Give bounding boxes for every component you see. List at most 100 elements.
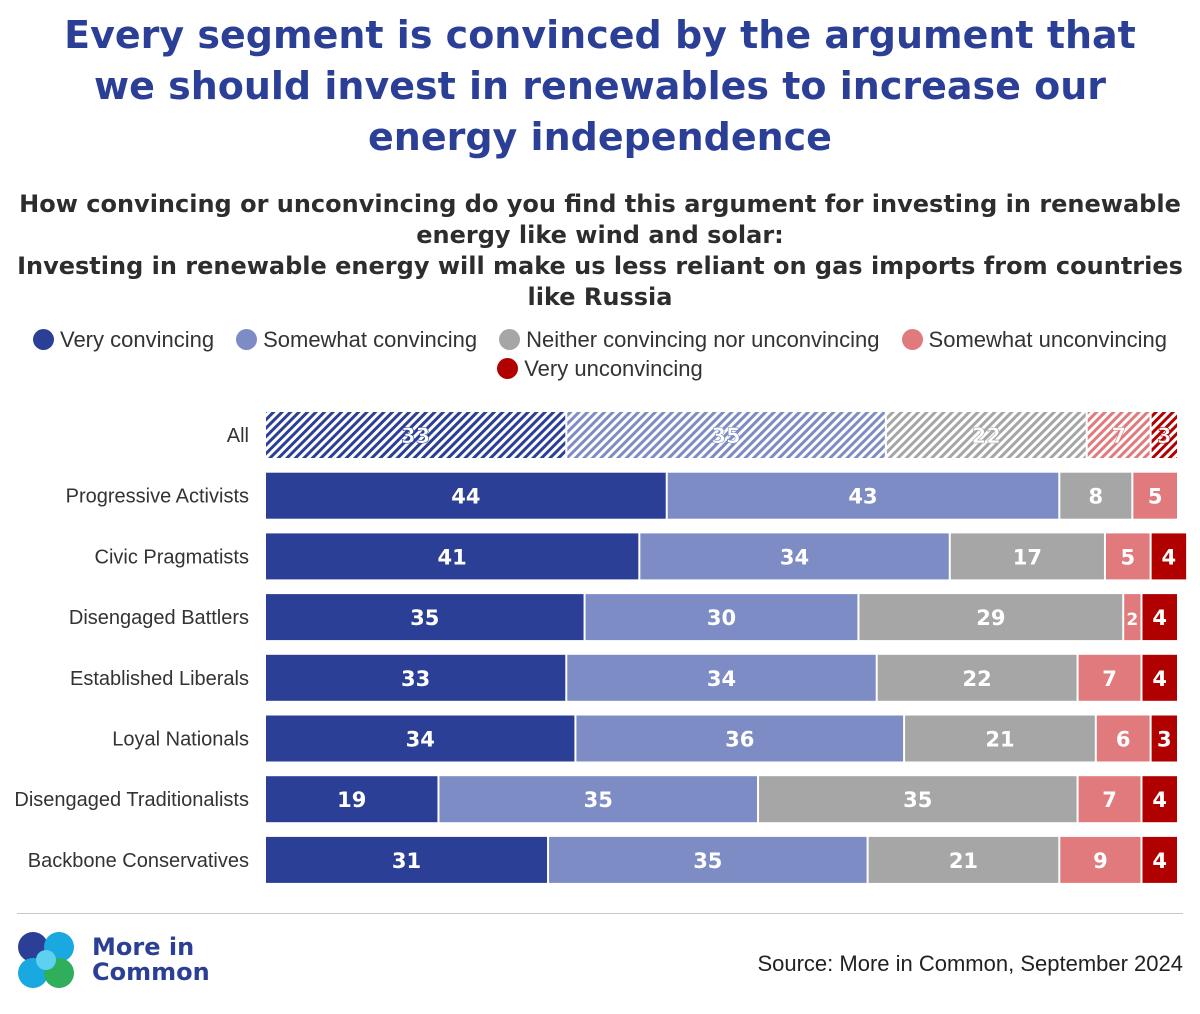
data-label: 2 xyxy=(1126,610,1138,630)
category-label: Established Liberals xyxy=(70,668,249,690)
bar-segment xyxy=(1078,776,1141,823)
legend-label: Somewhat unconvincing xyxy=(928,326,1168,352)
bar-segment xyxy=(950,533,1104,580)
legend-label: Somewhat convincing xyxy=(263,326,478,352)
data-label: 6 xyxy=(1116,728,1131,752)
bar-segment xyxy=(1087,412,1150,458)
legend-swatch xyxy=(497,358,519,379)
bar-segment xyxy=(266,836,548,883)
legend-label: Very convincing xyxy=(59,326,215,352)
bar-segment xyxy=(567,654,876,701)
data-label: 4 xyxy=(1152,849,1167,873)
data-label: 35 xyxy=(584,788,613,812)
data-label: 4 xyxy=(1152,606,1167,630)
logo-mark-icon xyxy=(18,932,74,988)
bar-segment xyxy=(1151,412,1177,458)
data-label: 19 xyxy=(337,788,366,812)
bar-segment xyxy=(585,594,858,641)
category-label: Disengaged Battlers xyxy=(69,607,249,629)
data-label: 7 xyxy=(1102,667,1117,691)
source-note: Source: More in Common, September 2024 xyxy=(757,951,1183,976)
data-label: 35 xyxy=(903,788,932,812)
bar-segment xyxy=(1060,836,1141,883)
data-label: 43 xyxy=(848,485,877,509)
data-label: 35 xyxy=(711,424,740,448)
legend-swatch xyxy=(901,329,923,350)
bar-segment xyxy=(549,836,867,883)
bar-segment xyxy=(576,715,904,762)
category-label: Loyal Nationals xyxy=(112,729,249,751)
data-label: 35 xyxy=(410,606,439,630)
bar-segment xyxy=(1151,533,1187,580)
bar-segment xyxy=(1133,472,1177,519)
data-label: 21 xyxy=(985,728,1014,752)
data-label: 34 xyxy=(780,545,809,569)
bar-segment xyxy=(567,412,885,458)
bar-segment xyxy=(1142,594,1177,641)
legend-swatch xyxy=(32,329,54,350)
bar-segment xyxy=(1151,715,1177,762)
data-label: 8 xyxy=(1089,485,1104,509)
data-label: 5 xyxy=(1120,545,1135,569)
data-label: 30 xyxy=(707,606,736,630)
bar-segment xyxy=(905,715,1095,762)
data-label: 36 xyxy=(725,728,754,752)
survey-question: How convincing or unconvincing do you fi… xyxy=(19,190,1181,249)
bar-segment xyxy=(1142,654,1177,701)
data-label: 17 xyxy=(1013,545,1042,569)
data-label: 3 xyxy=(1157,424,1172,448)
bar-segment xyxy=(667,472,1059,519)
data-label: 4 xyxy=(1152,788,1167,812)
bar-segment xyxy=(886,412,1086,458)
legend-item-somewhat-unconvincing: Somewhat unconvincing xyxy=(901,326,1168,353)
bar-segment xyxy=(1096,715,1150,762)
chart-title: Every segment is convinced by the argume… xyxy=(64,13,1136,159)
data-label: 35 xyxy=(693,849,722,873)
data-label: 31 xyxy=(392,849,421,873)
data-label: 33 xyxy=(401,667,430,691)
data-label: 29 xyxy=(976,606,1005,630)
legend-item-very-unconvincing: Very unconvincing xyxy=(497,356,703,382)
bar-segment xyxy=(1124,594,1141,641)
bar-segment xyxy=(1105,533,1150,580)
data-label: 22 xyxy=(972,424,1001,448)
survey-statement: Investing in renewable energy will make … xyxy=(17,252,1183,311)
logo-line-1: More in xyxy=(92,933,195,961)
data-label: 7 xyxy=(1111,424,1126,448)
bar-segment xyxy=(759,776,1077,823)
legend-item-very-convincing: Very convincing xyxy=(32,326,215,353)
bar-segment xyxy=(1060,472,1132,519)
data-label: 34 xyxy=(707,667,736,691)
category-label: Disengaged Traditionalists xyxy=(14,789,249,811)
legend-item-somewhat-convincing: Somewhat convincing xyxy=(236,327,477,353)
bar-segment xyxy=(859,594,1123,641)
bar-segment xyxy=(266,654,566,701)
legend-swatch xyxy=(236,329,258,350)
bar-segment xyxy=(266,715,575,762)
bar-segment xyxy=(877,654,1077,701)
bar-segment xyxy=(1142,776,1177,823)
bar-segment xyxy=(640,533,949,580)
legend-label: Neither convincing nor unconvincing xyxy=(526,326,880,352)
legend-swatch xyxy=(499,329,521,350)
category-label: Progressive Activists xyxy=(66,486,249,508)
data-label: 3 xyxy=(1157,728,1172,752)
data-label: 44 xyxy=(451,485,480,509)
category-label: All xyxy=(227,425,249,447)
bar-segment xyxy=(1142,836,1177,883)
legend-item-neither: Neither convincing nor unconvincing xyxy=(499,326,880,353)
legend-label: Very unconvincing xyxy=(524,355,703,381)
bar-segment xyxy=(266,533,639,580)
data-label: 4 xyxy=(1162,545,1177,569)
data-label: 21 xyxy=(949,849,978,873)
data-label: 41 xyxy=(438,545,467,569)
logo-line-2: Common xyxy=(92,958,210,986)
data-label: 5 xyxy=(1148,485,1163,509)
bar-segment xyxy=(266,472,666,519)
chart-subtitle: How convincing or unconvincing do you fi… xyxy=(0,189,1200,313)
data-label: 33 xyxy=(401,424,430,448)
bar-segment xyxy=(868,836,1059,883)
data-label: 7 xyxy=(1102,788,1117,812)
category-label: Backbone Conservatives xyxy=(28,850,249,872)
